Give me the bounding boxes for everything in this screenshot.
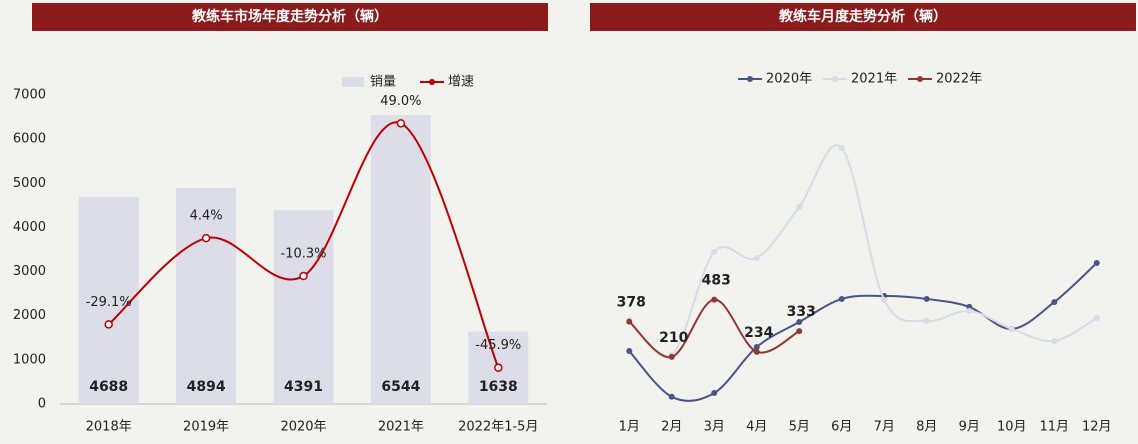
growth-dot bbox=[396, 119, 406, 128]
x-tick-label: 2019年 bbox=[183, 420, 229, 435]
growth-dot bbox=[494, 363, 503, 372]
x-tick-label: 2021年 bbox=[378, 420, 424, 435]
series-dot bbox=[923, 295, 930, 302]
growth-dot bbox=[104, 320, 113, 329]
series-dot bbox=[1051, 337, 1058, 344]
series-dot bbox=[881, 296, 888, 303]
bar bbox=[273, 210, 334, 404]
series-dot bbox=[796, 328, 803, 335]
bar bbox=[78, 197, 139, 404]
growth-label: -29.1% bbox=[86, 295, 132, 310]
series-dot bbox=[1093, 260, 1100, 267]
legend-swatch bbox=[342, 77, 364, 87]
series-dot bbox=[711, 390, 718, 397]
y-tick-label: 1000 bbox=[13, 352, 46, 367]
x-tick-label: 7月 bbox=[874, 420, 895, 435]
growth-label: 4.4% bbox=[190, 209, 223, 224]
legend-swatch bbox=[917, 76, 923, 82]
series-dot bbox=[626, 348, 633, 355]
y-tick-label: 2000 bbox=[13, 308, 46, 323]
y-tick-label: 5000 bbox=[13, 176, 46, 191]
data-label: 483 bbox=[702, 273, 731, 289]
series-dot bbox=[923, 317, 930, 324]
chart-title: 教练车月度走势分析（辆） bbox=[779, 8, 947, 25]
y-tick-label: 0 bbox=[38, 397, 46, 412]
chart-title: 教练车市场年度走势分析（辆） bbox=[192, 8, 388, 25]
x-tick-label: 3月 bbox=[704, 420, 725, 435]
series-dot bbox=[711, 248, 718, 255]
growth-label: 49.0% bbox=[380, 94, 421, 109]
legend-swatch bbox=[832, 76, 838, 82]
x-tick-label: 1月 bbox=[619, 420, 640, 435]
header-bar bbox=[32, 3, 548, 31]
growth-label: -45.9% bbox=[475, 338, 521, 353]
bar-label: 4894 bbox=[187, 379, 226, 395]
bar bbox=[176, 187, 237, 404]
x-tick-label: 2020年 bbox=[280, 420, 326, 435]
legend-label: 增速 bbox=[448, 75, 474, 90]
series-dot bbox=[796, 203, 803, 210]
series-dot bbox=[753, 344, 760, 351]
series-dot bbox=[1051, 299, 1058, 306]
x-tick-label: 10月 bbox=[997, 420, 1027, 435]
legend-swatch bbox=[747, 76, 753, 82]
series-dot bbox=[1093, 315, 1100, 322]
x-tick-label: 4月 bbox=[746, 420, 767, 435]
growth-dot bbox=[299, 271, 308, 281]
growth-line bbox=[108, 121, 500, 369]
series-dot bbox=[838, 144, 845, 151]
data-label: 210 bbox=[659, 330, 688, 346]
series-dot bbox=[668, 393, 675, 400]
data-label: 234 bbox=[744, 325, 773, 341]
legend-label: 2021年 bbox=[851, 72, 897, 87]
bar-label: 1638 bbox=[479, 379, 518, 395]
y-tick-label: 4000 bbox=[13, 220, 46, 235]
header-bar bbox=[590, 3, 1136, 31]
legend-label: 2022年 bbox=[936, 72, 982, 87]
x-tick-label: 9月 bbox=[959, 420, 980, 435]
x-tick-label: 5月 bbox=[789, 420, 810, 435]
growth-label: -10.3% bbox=[281, 247, 327, 262]
legend-label: 销量 bbox=[370, 75, 396, 90]
legend-swatch bbox=[429, 79, 435, 85]
series-dot bbox=[711, 296, 718, 303]
bar bbox=[370, 115, 431, 404]
x-tick-label: 11月 bbox=[1039, 420, 1069, 435]
y-tick-label: 3000 bbox=[13, 264, 46, 279]
x-tick-label: 2月 bbox=[661, 420, 682, 435]
y-tick-label: 7000 bbox=[13, 88, 46, 103]
legend-label: 2020年 bbox=[766, 72, 812, 87]
series-dot bbox=[1008, 325, 1015, 332]
y-tick-label: 6000 bbox=[13, 132, 46, 147]
series-dot bbox=[753, 254, 760, 261]
x-tick-label: 2022年1-5月 bbox=[458, 420, 538, 435]
x-tick-label: 12月 bbox=[1082, 420, 1112, 435]
x-tick-label: 2018年 bbox=[86, 420, 132, 435]
bar-label: 4688 bbox=[89, 379, 128, 395]
series-dot bbox=[796, 319, 803, 326]
x-tick-label: 6月 bbox=[831, 420, 852, 435]
data-label: 333 bbox=[787, 304, 816, 320]
series-dot bbox=[753, 348, 760, 355]
data-label: 378 bbox=[617, 295, 646, 311]
x-tick-label: 8月 bbox=[916, 420, 937, 435]
bar-label: 4391 bbox=[284, 379, 323, 395]
series-dot bbox=[838, 295, 845, 302]
series-dot bbox=[668, 353, 675, 360]
growth-dot bbox=[201, 233, 211, 243]
bar-label: 6544 bbox=[381, 379, 420, 395]
series-dot bbox=[966, 307, 973, 314]
series-dot bbox=[626, 318, 633, 325]
